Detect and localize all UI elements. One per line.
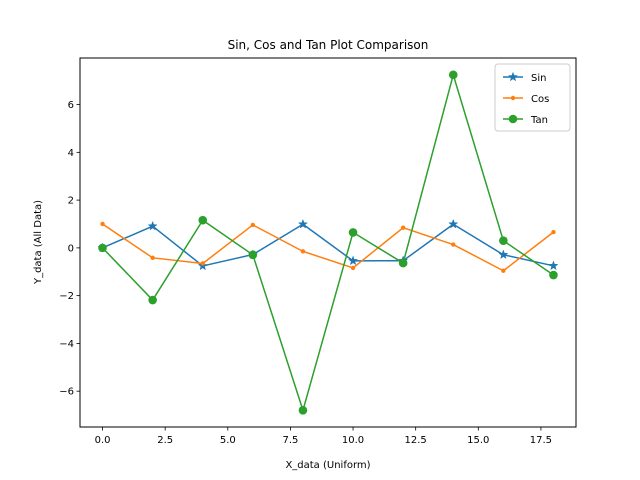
legend-item-tan: Tan [503, 114, 548, 126]
data-point-cos [451, 242, 456, 247]
data-point-tan [348, 228, 358, 237]
y-tick-label: −2 [59, 291, 74, 302]
y-tick-label: 2 [68, 196, 74, 207]
x-axis-label: X_data (Uniform) [285, 460, 370, 471]
series-tan [98, 70, 558, 415]
chart-title: Sin, Cos and Tan Plot Comparison [228, 38, 429, 52]
data-point-cos [150, 255, 155, 261]
data-point-cos [300, 249, 306, 254]
data-point-tan [549, 270, 558, 280]
data-point-cos [400, 225, 406, 230]
data-point-sin [347, 255, 359, 266]
data-point-sin [147, 220, 158, 231]
x-tick-label: 15.0 [467, 435, 489, 446]
data-point-tan [448, 70, 458, 80]
y-tick-label: 0 [68, 243, 74, 254]
legend-label-sin: Sin [531, 73, 546, 84]
x-tick-label: 17.5 [530, 435, 552, 446]
data-point-sin [548, 260, 559, 271]
data-point-sin [448, 218, 459, 229]
data-point-cos [350, 265, 356, 271]
y-tick-label: 6 [68, 100, 74, 111]
y-tick-label: −6 [59, 387, 74, 398]
data-point-cos [250, 222, 256, 228]
legend: Sin Cos Tan [494, 63, 571, 132]
data-point-sin [297, 218, 309, 229]
data-point-cos [100, 221, 105, 227]
series-layer [97, 70, 559, 415]
data-point-tan [298, 405, 308, 415]
data-point-tan [499, 236, 508, 245]
y-axis-label: Y_data (All Data) [33, 200, 44, 285]
data-point-cos [501, 268, 506, 273]
data-point-tan [98, 243, 107, 253]
x-tick-label: 10.0 [342, 435, 364, 446]
legend-marker-tan [508, 114, 518, 124]
y-tick-label: 4 [68, 148, 74, 159]
legend-item-sin: Sin [503, 71, 546, 84]
series-line-tan [102, 74, 554, 412]
series-line-sin [102, 223, 554, 267]
data-point-tan [398, 258, 408, 268]
data-point-tan [148, 295, 157, 305]
data-point-tan [198, 215, 208, 225]
x-tick-label: 2.5 [157, 435, 173, 446]
x-tick-label: 12.5 [405, 435, 427, 446]
legend-item-cos: Cos [503, 94, 549, 105]
data-point-tan [248, 250, 258, 260]
legend-marker-sin [507, 71, 519, 82]
data-point-cos [200, 261, 205, 266]
legend-marker-cos [510, 95, 516, 101]
legend-label-tan: Tan [530, 115, 548, 126]
data-point-sin [498, 249, 509, 260]
data-point-cos [551, 229, 556, 235]
x-axis-ticks: 0.0 2.5 5.0 7.5 10.0 12.5 15.0 17.5 [95, 427, 552, 446]
y-axis-ticks: −6 −4 −2 0 2 4 6 [59, 100, 80, 398]
x-tick-label: 7.5 [282, 435, 298, 446]
legend-box [494, 63, 571, 132]
x-tick-label: 5.0 [220, 435, 236, 446]
x-tick-label: 0.0 [95, 435, 111, 446]
y-tick-label: −4 [59, 339, 74, 350]
legend-label-cos: Cos [531, 94, 549, 105]
